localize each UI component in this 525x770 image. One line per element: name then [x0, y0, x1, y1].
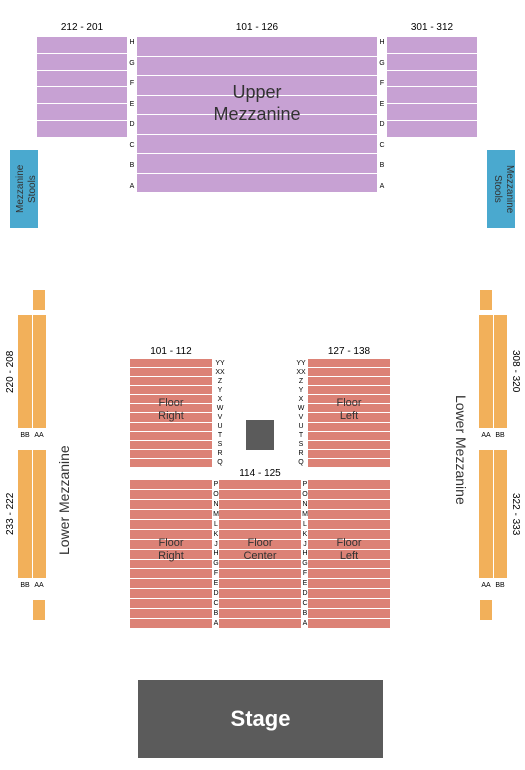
lower-mezz-left-rowlabels-bot: BB AA — [18, 582, 46, 589]
lower-mezz-right-top[interactable] — [479, 315, 507, 428]
floor-bot-center-range: 114 - 125 — [219, 468, 301, 479]
lower-mezz-left-mid[interactable] — [18, 450, 46, 578]
lower-mezz-left-top-range: 220 - 208 — [5, 315, 16, 428]
lower-mezz-right-label: Lower Mezzanine — [453, 395, 469, 555]
floor-bot-center[interactable] — [219, 480, 301, 628]
upper-mezz-left-range: 212 - 201 — [37, 22, 127, 33]
stage-label: Stage — [231, 706, 291, 732]
mezz-stools-right-label: Mezzanine Stools — [491, 152, 515, 226]
floor-top-right-range: 127 - 138 — [308, 346, 390, 357]
floor-top-row-labels-right: YYXXZYXWVUTSRQ — [296, 360, 306, 466]
floor-bot-right[interactable] — [308, 480, 390, 628]
floor-bot-row-labels-left: PONMLKJHGFEDCBA — [213, 481, 219, 627]
upper-mezz-row-labels-right: H G F E D C B A — [378, 39, 386, 190]
floor-top-left[interactable] — [130, 359, 212, 467]
mezz-stools-left-label: Mezzanine Stools — [15, 152, 39, 226]
stage: Stage — [138, 680, 383, 758]
lower-mezz-right-rowlabels-top: AA BB — [479, 432, 507, 439]
upper-mezz-left[interactable] — [37, 37, 127, 137]
upper-mezz-center-range: 101 - 126 — [137, 22, 377, 33]
lower-mezz-left-top-small[interactable] — [33, 290, 45, 310]
floor-bot-row-labels-right: PONMLKJHGFEDCBA — [302, 481, 308, 627]
upper-mezz-center-label-text: Upper Mezzanine — [213, 82, 300, 124]
floor-top-right[interactable] — [308, 359, 390, 467]
upper-mezz-right[interactable] — [387, 37, 477, 137]
lower-mezz-right-top-range: 308 - 320 — [510, 315, 521, 428]
upper-mezz-right-range: 301 - 312 — [387, 22, 477, 33]
floor-top-left-range: 101 - 112 — [130, 346, 212, 357]
lower-mezz-right-rowlabels-bot: AA BB — [479, 582, 507, 589]
center-box — [246, 420, 274, 450]
lower-mezz-right-mid[interactable] — [479, 450, 507, 578]
lower-mezz-left-label: Lower Mezzanine — [56, 395, 72, 555]
lower-mezz-left-top[interactable] — [18, 315, 46, 428]
lower-mezz-left-mid-range: 233 - 222 — [5, 450, 16, 578]
upper-mezz-center-label: Upper Mezzanine — [137, 82, 377, 125]
lower-mezz-left-rowlabels-top: BB AA — [18, 432, 46, 439]
lower-mezz-left-bot-small[interactable] — [33, 600, 45, 620]
floor-top-row-labels-left: YYXXZYXWVUTSRQ — [215, 360, 225, 466]
lower-mezz-right-top-small[interactable] — [480, 290, 492, 310]
lower-mezz-right-mid-range: 322 - 333 — [510, 450, 521, 578]
floor-bot-left[interactable] — [130, 480, 212, 628]
lower-mezz-right-bot-small[interactable] — [480, 600, 492, 620]
upper-mezz-row-labels-left: H G F E D C B A — [128, 39, 136, 190]
